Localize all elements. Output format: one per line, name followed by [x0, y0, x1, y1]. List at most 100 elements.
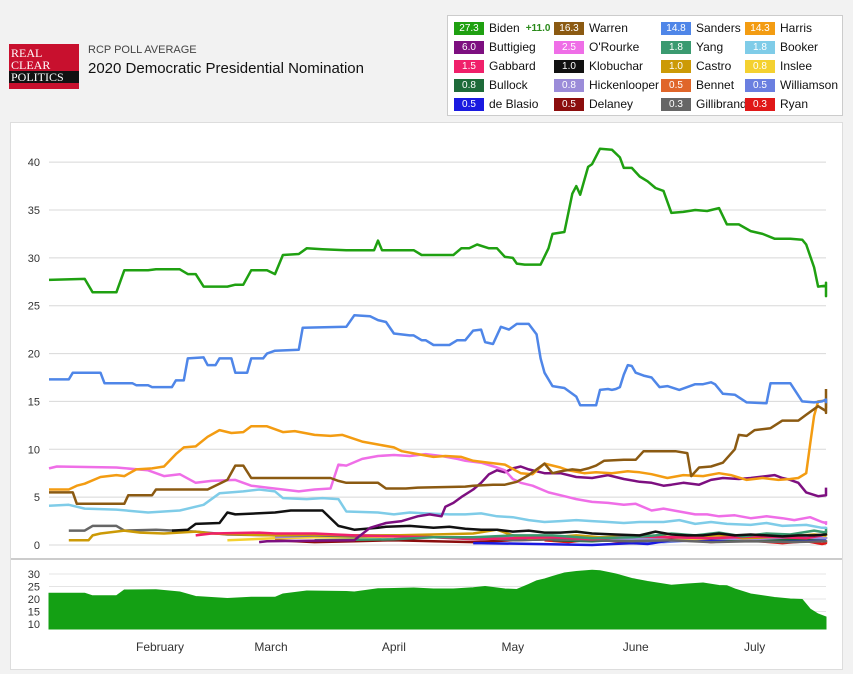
series-line-booker	[48, 488, 828, 530]
legend-item-biden[interactable]: 27.3 Biden +11.0	[454, 20, 550, 36]
legend-item-booker[interactable]: 1.8 Booker	[745, 39, 818, 55]
legend-candidate-name: Castro	[696, 59, 732, 73]
spread-y-tick-label: 30	[28, 569, 40, 581]
series-line-harris	[49, 399, 828, 491]
x-tick-label: June	[623, 640, 649, 654]
chart-panel: 0 5 10 15 20 25 30 35 40 10 15 20 25 30 February March A…	[10, 122, 843, 670]
rcp-logo[interactable]: REAL CLEAR POLITICS	[9, 44, 79, 89]
legend-item-harris[interactable]: 14.3 Harris	[745, 20, 812, 36]
legend-candidate-name: Buttigieg	[489, 40, 536, 54]
legend-item-de-blasio[interactable]: 0.5 de Blasio	[454, 96, 538, 112]
legend-candidate-name: Harris	[780, 21, 812, 35]
legend-item-buttigieg[interactable]: 6.0 Buttigieg	[454, 39, 536, 55]
logo-word-politics: POLITICS	[9, 71, 79, 83]
y-tick-label: 30	[28, 253, 40, 265]
legend-candidate-name: O'Rourke	[589, 40, 640, 54]
legend-candidate-name: Booker	[780, 40, 819, 54]
legend-candidate-name: Bullock	[489, 78, 528, 92]
legend-item-williamson[interactable]: 0.5 Williamson	[745, 77, 838, 93]
legend-item-yang[interactable]: 1.8 Yang	[661, 39, 723, 55]
y-tick-label: 40	[28, 157, 40, 169]
legend-item-gabbard[interactable]: 1.5 Gabbard	[454, 58, 536, 74]
poll-average-label: RCP POLL AVERAGE	[88, 44, 197, 56]
spread-y-tick-label: 25	[28, 582, 40, 594]
legend-value-badge: 0.5	[661, 78, 691, 92]
y-tick-label: 0	[34, 540, 40, 552]
legend-candidate-name: Bennet	[696, 78, 735, 92]
legend-candidate-name: Gabbard	[489, 59, 536, 73]
legend-value-badge: 14.3	[745, 21, 775, 35]
legend-value-badge: 0.8	[554, 78, 584, 92]
x-tick-label: May	[501, 640, 524, 654]
legend-value-badge: 0.5	[454, 97, 484, 111]
series-line-sanders	[49, 314, 828, 407]
legend-candidate-name: Williamson	[780, 78, 839, 92]
legend-item-ryan[interactable]: 0.3 Ryan	[745, 96, 808, 112]
series-line-o-rourke	[48, 452, 828, 526]
y-tick-label: 10	[28, 444, 40, 456]
legend-value-badge: 1.0	[554, 59, 584, 73]
legend-item-hickenlooper[interactable]: 0.8 Hickenlooper	[554, 77, 659, 93]
x-tick-label: March	[254, 640, 287, 654]
legend-value-badge: 0.3	[745, 97, 775, 111]
legend-candidate-name: Biden	[489, 21, 520, 35]
x-tick-label: April	[382, 640, 406, 654]
legend-candidate-name: Yang	[696, 40, 724, 54]
legend-value-badge: 1.8	[745, 40, 775, 54]
legend-value-badge: 27.3	[454, 21, 484, 35]
legend-item-sanders[interactable]: 14.8 Sanders	[661, 20, 741, 36]
legend-candidate-name: Sanders	[696, 21, 741, 35]
legend-candidate-name: Warren	[589, 21, 628, 35]
legend-value-badge: 0.5	[745, 78, 775, 92]
spread-area	[48, 569, 827, 630]
legend-item-inslee[interactable]: 0.8 Inslee	[745, 58, 812, 74]
legend-candidate-name: Klobuchar	[589, 59, 644, 73]
spread-y-tick-label: 15	[28, 607, 40, 619]
legend-lead-value: +11.0	[525, 22, 551, 34]
legend-value-badge: 16.3	[554, 21, 584, 35]
spread-y-tick-label: 20	[28, 594, 40, 606]
spread-y-tick-label: 10	[28, 619, 40, 631]
legend-value-badge: 14.8	[661, 21, 691, 35]
series-line-gabbard	[195, 530, 828, 541]
legend-candidate-name: de Blasio	[489, 97, 539, 111]
y-tick-label: 35	[28, 205, 40, 217]
candidate-legend: 27.3 Biden +11.0 16.3 Warren 14.8 Sanders 14.3 H…	[447, 15, 843, 116]
y-tick-label: 25	[28, 301, 40, 313]
legend-value-badge: 0.3	[661, 97, 691, 111]
legend-value-badge: 0.8	[745, 59, 775, 73]
series-line-warren	[49, 389, 828, 506]
series-line-buttigieg	[258, 465, 828, 544]
legend-candidate-name: Hickenlooper	[589, 78, 660, 92]
x-tick-label: July	[744, 640, 765, 654]
series-line-klobuchar	[171, 509, 828, 538]
legend-value-badge: 2.5	[554, 40, 584, 54]
legend-value-badge: 1.5	[454, 59, 484, 73]
legend-item-castro[interactable]: 1.0 Castro	[661, 58, 731, 74]
y-tick-label: 5	[34, 492, 40, 504]
y-tick-label: 20	[28, 349, 40, 361]
legend-item-klobuchar[interactable]: 1.0 Klobuchar	[554, 58, 643, 74]
header: REAL CLEAR POLITICS RCP POLL AVERAGE 202…	[0, 0, 853, 122]
legend-item-warren[interactable]: 16.3 Warren	[554, 20, 628, 36]
logo-word-clear: CLEAR	[11, 58, 51, 72]
legend-value-badge: 1.0	[661, 59, 691, 73]
legend-candidate-name: Inslee	[780, 59, 813, 73]
legend-item-bullock[interactable]: 0.8 Bullock	[454, 77, 528, 93]
legend-value-badge: 1.8	[661, 40, 691, 54]
legend-candidate-name: Gillibrand	[696, 97, 747, 111]
logo-word-real: REAL	[11, 46, 43, 60]
x-tick-label: February	[136, 640, 184, 654]
legend-item-gillibrand[interactable]: 0.3 Gillibrand	[661, 96, 747, 112]
legend-item-bennet[interactable]: 0.5 Bennet	[661, 77, 734, 93]
legend-candidate-name: Ryan	[780, 97, 809, 111]
legend-item-o-rourke[interactable]: 2.5 O'Rourke	[554, 39, 639, 55]
legend-value-badge: 6.0	[454, 40, 484, 54]
legend-candidate-name: Delaney	[589, 97, 634, 111]
legend-value-badge: 0.5	[554, 97, 584, 111]
legend-item-delaney[interactable]: 0.5 Delaney	[554, 96, 633, 112]
y-tick-label: 15	[28, 396, 40, 408]
series-line-biden	[48, 147, 828, 298]
legend-value-badge: 0.8	[454, 78, 484, 92]
